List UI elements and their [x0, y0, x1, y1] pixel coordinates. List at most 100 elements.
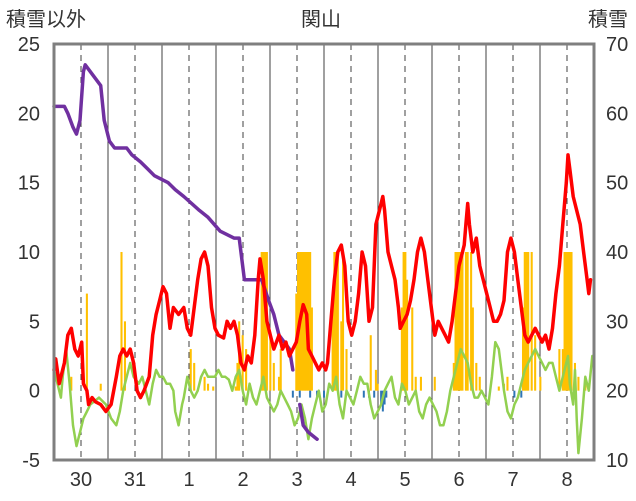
precipitation-bar [302, 252, 305, 391]
x-tick-label: 31 [124, 469, 146, 491]
precipitation-bar [342, 252, 345, 391]
precipitation-bar [411, 307, 414, 391]
right-tick-label: 30 [606, 311, 628, 333]
precipitation-bar [335, 252, 338, 391]
left-tick-label: -5 [22, 450, 40, 472]
precipitation-bar [454, 252, 457, 391]
precipitation-bar [539, 376, 542, 391]
precipitation-bar [309, 252, 312, 391]
chart-title: 関山 [301, 8, 341, 31]
right-axis-ticks: 10 20 30 40 50 60 70 [606, 34, 628, 472]
left-tick-label: 25 [18, 34, 40, 56]
small_bars-bar [513, 390, 516, 398]
ylabel-left: 積雪以外 [6, 8, 86, 31]
precipitation-bar [333, 252, 336, 391]
precipitation-bar [570, 252, 573, 391]
precipitation-bar [406, 279, 409, 391]
x-tick-label: 5 [399, 469, 410, 491]
x-tick-label: 3 [291, 469, 302, 491]
left-tick-label: 10 [18, 242, 40, 264]
x-tick-label: 6 [453, 469, 464, 491]
right-tick-label: 10 [606, 450, 628, 472]
precipitation-bar [272, 362, 275, 391]
x-tick-label: 7 [507, 469, 518, 491]
precipitation-bar [471, 307, 474, 391]
precipitation-bar [567, 252, 570, 391]
precipitation-bar [262, 252, 265, 391]
precipitation-bar [419, 376, 422, 391]
x-tick-label: 2 [237, 469, 248, 491]
precipitation-bar [207, 383, 210, 391]
precipitation-bar [189, 349, 192, 391]
precipitation-bar [568, 252, 571, 391]
precipitation-bar [577, 376, 580, 391]
small_bars-bar [520, 390, 523, 398]
precipitation-bar [336, 252, 339, 391]
precipitation-bar [340, 321, 343, 391]
precipitation-bar [212, 386, 215, 391]
right-tick-label: 70 [606, 34, 628, 56]
snow_depth_tail-line [298, 402, 319, 441]
wind_dew-line [52, 340, 596, 455]
precipitation-bar [345, 349, 348, 391]
precipitation-bar [506, 376, 509, 391]
precipitation-bar [369, 335, 372, 391]
left-tick-label: 0 [29, 381, 40, 403]
precipitation-bar [260, 252, 263, 391]
precipitation-bar [459, 252, 462, 391]
small_bars-bar [373, 390, 376, 398]
precipitation-bar [522, 307, 525, 391]
precipitation-bar [414, 376, 417, 391]
precipitation-bar [464, 252, 467, 391]
x-tick-label: 1 [183, 469, 194, 491]
precipitation-bar [120, 252, 123, 391]
ylabel-right: 積雪 [588, 8, 628, 31]
precipitation-bar [558, 349, 561, 391]
precipitation-bar [478, 376, 481, 391]
line-series [52, 63, 596, 455]
left-tick-label: 20 [18, 103, 40, 125]
precipitation-bar [527, 252, 530, 391]
left-tick-label: 5 [29, 311, 40, 333]
small_bars-bar [362, 390, 365, 398]
precipitation-bar [456, 252, 459, 391]
temperature-line [52, 153, 593, 414]
precipitation-bar [70, 376, 73, 391]
precipitation-bar [475, 362, 478, 391]
precipitation-bar [269, 335, 272, 391]
precipitation-bar [497, 386, 500, 391]
x-axis-ticks: 30 31 1 2 3 4 5 6 7 8 [70, 469, 573, 491]
precipitation-bar [565, 252, 568, 391]
precipitation-bar [534, 335, 537, 391]
plot-frame [52, 42, 596, 462]
precipitation-bar [279, 349, 282, 391]
precipitation-bar [374, 369, 377, 391]
precipitation-bar [303, 252, 306, 391]
x-tick-label: 4 [345, 469, 356, 491]
precipitation-bar [310, 307, 313, 391]
right-tick-label: 60 [606, 103, 628, 125]
precipitation-bar [234, 386, 237, 391]
precipitation-bar [277, 376, 281, 391]
precipitation-bar [525, 252, 528, 391]
precipitation-bar [203, 376, 206, 391]
precipitation-bar [85, 293, 88, 391]
precipitation-bar [530, 252, 533, 391]
precipitation-bar [400, 307, 403, 391]
precipitation-bar [457, 252, 461, 391]
precipitation-bar [561, 349, 564, 391]
x-tick-label: 30 [70, 469, 92, 491]
x-tick-label: 8 [561, 469, 572, 491]
precipitation-bar [99, 383, 102, 391]
precipitation-bar [461, 252, 464, 391]
left-axis-ticks: -5 0 5 10 15 20 25 [18, 34, 40, 472]
precipitation-bar [193, 362, 196, 391]
precipitation-bar [470, 252, 473, 391]
small_bars-bar [291, 390, 294, 398]
left-tick-label: 15 [18, 173, 40, 195]
precipitation-bar [466, 252, 469, 391]
precipitation-bar [331, 307, 334, 391]
small_bars-bar [340, 390, 343, 398]
precipitation-bar [433, 376, 436, 391]
